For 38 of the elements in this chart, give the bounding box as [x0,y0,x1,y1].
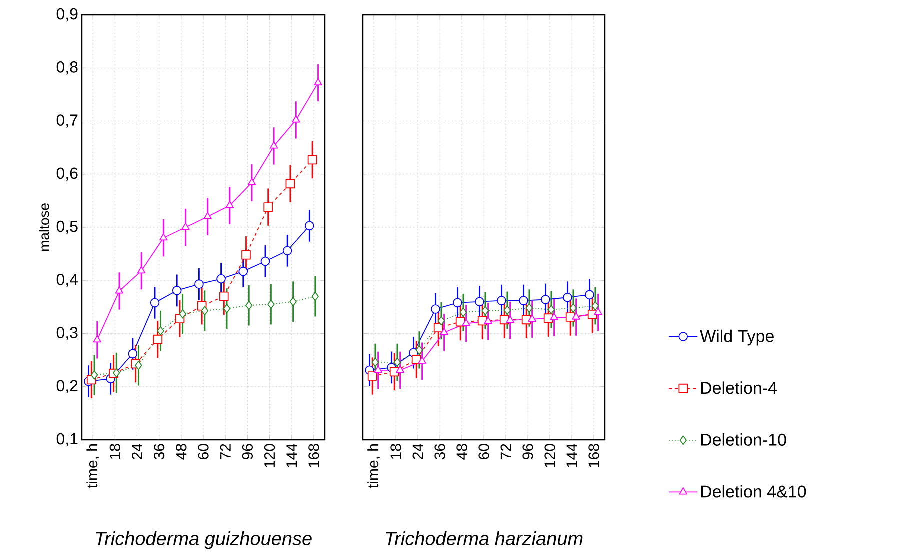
y-tick-label: 0,5 [56,220,78,234]
x-tick-label: 144 [286,444,298,468]
x-tick-label: 48 [176,444,187,460]
legend-label: Wild Type [700,330,774,346]
x-tick-label: 60 [478,444,490,460]
x-tick-label: 120 [264,444,276,468]
x-tick-label: 120 [544,444,556,468]
y-tick-label: 0,7 [56,114,78,128]
x-tick-label: 96 [522,444,534,460]
x-tick-label: 72 [500,444,512,460]
y-tick-label: 0,2 [56,380,78,394]
y-tick-label: 0,6 [56,168,78,181]
x-tick-label: 36 [154,444,165,460]
x-tick-label: 24 [132,444,142,460]
legend-label: Deletion-4 [701,382,778,394]
y-tick-label: 0,9 [56,8,78,22]
y-tick-label: 0,3 [56,327,78,340]
legend-label: Deletion-10 [701,433,786,446]
y-tick-label: 0,8 [56,62,78,75]
x-tick-label: 18 [110,444,120,460]
y-tick-label: 0,4 [56,274,78,288]
x-tick-label: 48 [456,444,468,460]
x-tick-label: 24 [412,444,424,460]
x-tick-label: 72 [220,444,231,460]
x-tick-label: 168 [308,444,320,468]
x-axis-title: Trichoderma harzianum [386,532,583,546]
x-tick-label: 60 [198,444,209,460]
legend-label: Deletion 4&10 [701,485,806,498]
x-tick-label: time, h [86,444,100,488]
x-axis-title: Trichoderma guizhouense [96,532,312,550]
y-tick-label: 0,1 [56,433,78,447]
x-tick-label: 18 [390,444,402,460]
x-tick-label: 144 [566,444,578,468]
x-tick-label: 96 [242,444,253,460]
x-tick-label: 168 [588,444,600,468]
y-axis-title: maltose [39,204,50,252]
x-tick-label: 36 [434,444,446,460]
x-tick-label: time, h [368,444,380,488]
